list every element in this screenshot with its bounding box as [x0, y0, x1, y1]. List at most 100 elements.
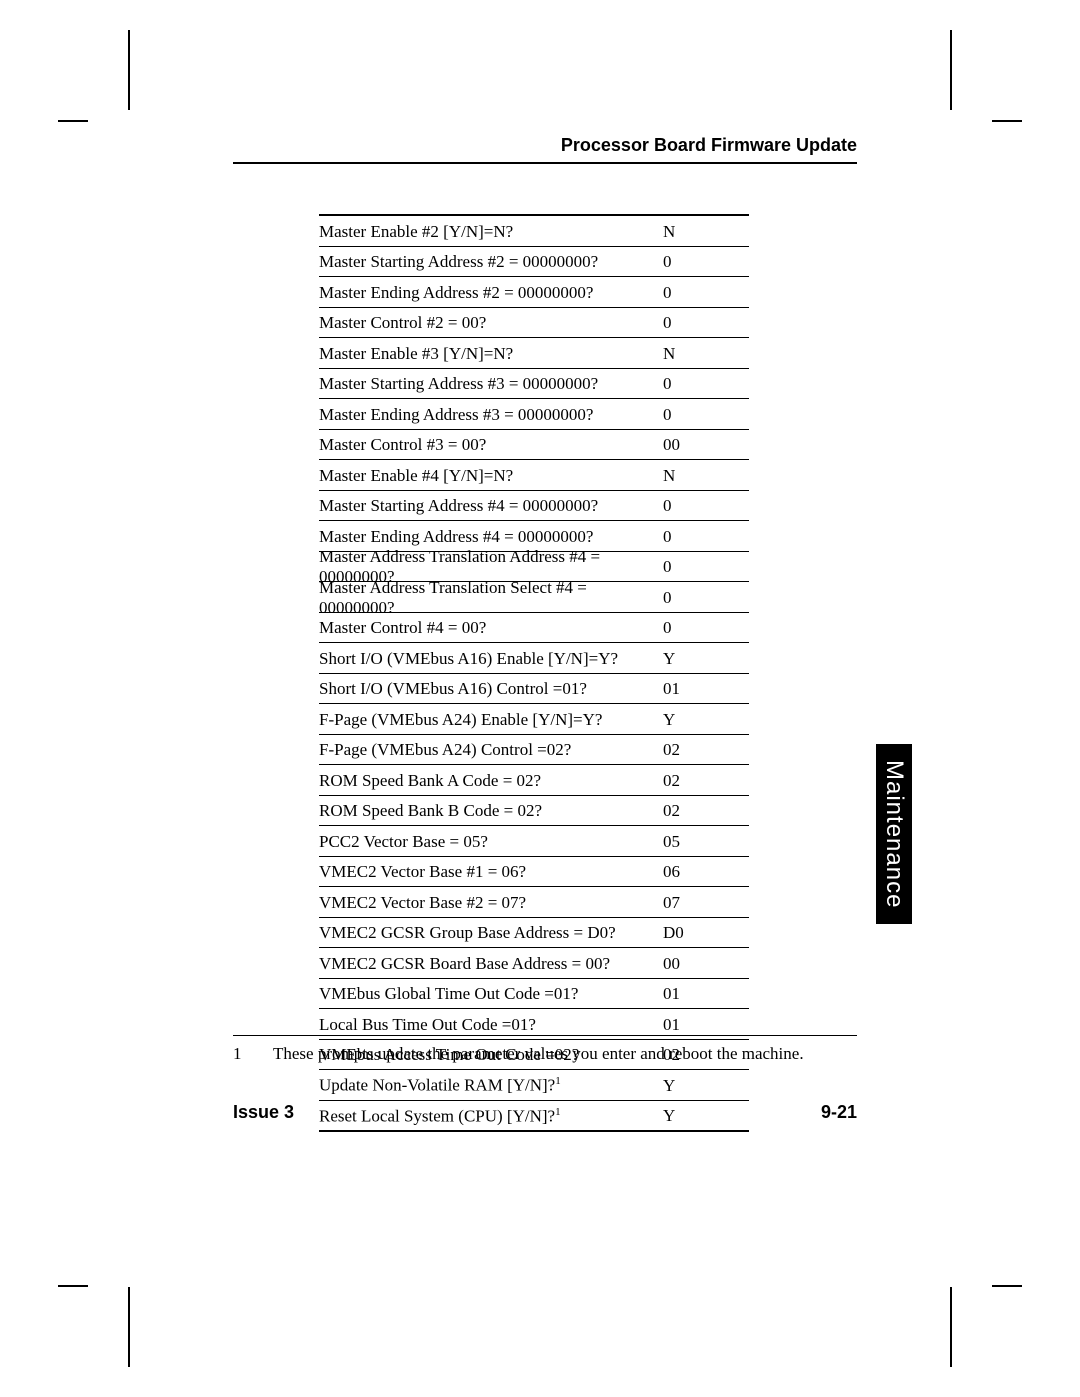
table-row: Master Enable #2 [Y/N]=N?N: [319, 216, 749, 247]
crop-mark: [992, 1285, 1022, 1287]
prompt-cell: Master Ending Address #3 = 00000000?: [319, 403, 659, 425]
table-row: VMEC2 Vector Base #2 = 07?07: [319, 887, 749, 918]
table-row: ROM Speed Bank A Code = 02?02: [319, 765, 749, 796]
table-row: F-Page (VMEbus A24) Enable [Y/N]=Y?Y: [319, 704, 749, 735]
prompt-cell: PCC2 Vector Base = 05?: [319, 830, 659, 852]
value-cell: 07: [659, 891, 749, 913]
footnote-rule: [233, 1035, 857, 1036]
value-cell: 0: [659, 616, 749, 638]
value-cell: 0: [659, 372, 749, 394]
table-row: ROM Speed Bank B Code = 02?02: [319, 796, 749, 827]
table-row: Master Starting Address #4 = 00000000?0: [319, 491, 749, 522]
table-row: Master Enable #3 [Y/N]=N?N: [319, 338, 749, 369]
prompt-cell: ROM Speed Bank B Code = 02?: [319, 799, 659, 821]
prompt-cell: Master Starting Address #2 = 00000000?: [319, 250, 659, 272]
prompt-cell: Master Starting Address #4 = 00000000?: [319, 494, 659, 516]
footnote-text: These prompts update the parameter value…: [273, 1044, 804, 1064]
value-cell: Y: [659, 647, 749, 669]
page-number: 9-21: [821, 1102, 857, 1123]
prompt-cell: Short I/O (VMEbus A16) Control =01?: [319, 677, 659, 699]
table-row: PCC2 Vector Base = 05?05: [319, 826, 749, 857]
value-cell: Y: [659, 1074, 749, 1096]
value-cell: Y: [659, 708, 749, 730]
table-row: Short I/O (VMEbus A16) Control =01?01: [319, 674, 749, 705]
value-cell: 02: [659, 799, 749, 821]
table-row: Short I/O (VMEbus A16) Enable [Y/N]=Y?Y: [319, 643, 749, 674]
value-cell: 0: [659, 525, 749, 547]
prompt-cell: Master Ending Address #4 = 00000000?: [319, 525, 659, 547]
value-cell: 0: [659, 494, 749, 516]
value-cell: 02: [659, 738, 749, 760]
side-tab: Maintenance: [876, 744, 912, 924]
issue-label: Issue 3: [233, 1102, 294, 1123]
crop-mark: [128, 30, 130, 110]
crop-mark: [950, 30, 952, 110]
crop-mark: [950, 1287, 952, 1367]
prompt-cell: Master Address Translation Select #4 = 0…: [319, 576, 659, 618]
footnote: 1 These prompts update the parameter val…: [233, 1044, 857, 1064]
prompt-cell: VMEC2 GCSR Board Base Address = 00?: [319, 952, 659, 974]
table-row: VMEbus Global Time Out Code =01?01: [319, 979, 749, 1010]
value-cell: 0: [659, 250, 749, 272]
footnote-ref: 1: [555, 1075, 561, 1087]
value-cell: 0: [659, 586, 749, 608]
crop-mark: [128, 1287, 130, 1367]
prompt-cell: ROM Speed Bank A Code = 02?: [319, 769, 659, 791]
prompt-cell: Master Enable #3 [Y/N]=N?: [319, 342, 659, 364]
table-row: Master Starting Address #3 = 00000000?0: [319, 369, 749, 400]
prompt-cell: Master Control #2 = 00?: [319, 311, 659, 333]
prompt-cell: Master Control #4 = 00?: [319, 616, 659, 638]
prompt-cell: VMEC2 Vector Base #2 = 07?: [319, 891, 659, 913]
value-cell: N: [659, 464, 749, 486]
side-tab-label: Maintenance: [880, 760, 908, 908]
value-cell: 0: [659, 555, 749, 577]
footer: Issue 3 9-21: [233, 1102, 857, 1123]
value-cell: D0: [659, 921, 749, 943]
prompt-cell: Master Starting Address #3 = 00000000?: [319, 372, 659, 394]
value-cell: 06: [659, 860, 749, 882]
table-row: VMEC2 GCSR Board Base Address = 00?00: [319, 948, 749, 979]
table-row: Master Ending Address #2 = 00000000?0: [319, 277, 749, 308]
crop-mark: [992, 120, 1022, 122]
prompt-cell: Master Control #3 = 00?: [319, 433, 659, 455]
value-cell: 0: [659, 311, 749, 333]
parameter-table: Master Enable #2 [Y/N]=N?NMaster Startin…: [319, 214, 749, 1132]
table-row: VMEC2 Vector Base #1 = 06?06: [319, 857, 749, 888]
table-row: Master Control #3 = 00?00: [319, 430, 749, 461]
crop-mark: [58, 1285, 88, 1287]
prompt-cell: Local Bus Time Out Code =01?: [319, 1013, 659, 1035]
value-cell: 0: [659, 403, 749, 425]
header: Processor Board Firmware Update: [233, 135, 857, 164]
prompt-cell: VMEC2 GCSR Group Base Address = D0?: [319, 921, 659, 943]
footnote-number: 1: [233, 1044, 273, 1064]
table-row: Master Control #4 = 00?0: [319, 613, 749, 644]
table-row: Master Address Translation Select #4 = 0…: [319, 582, 749, 613]
prompt-cell: Master Enable #4 [Y/N]=N?: [319, 464, 659, 486]
table-row: Update Non-Volatile RAM [Y/N]?1Y: [319, 1070, 749, 1101]
content-area: Processor Board Firmware Update Master E…: [233, 135, 857, 1087]
value-cell: 02: [659, 769, 749, 791]
value-cell: 01: [659, 1013, 749, 1035]
value-cell: 00: [659, 433, 749, 455]
value-cell: N: [659, 220, 749, 242]
prompt-cell: Short I/O (VMEbus A16) Enable [Y/N]=Y?: [319, 647, 659, 669]
page-title: Processor Board Firmware Update: [561, 135, 857, 156]
table-row: Master Enable #4 [Y/N]=N?N: [319, 460, 749, 491]
footnote-area: 1 These prompts update the parameter val…: [233, 1035, 857, 1064]
value-cell: 01: [659, 982, 749, 1004]
table-row: Master Control #2 = 00?0: [319, 308, 749, 339]
value-cell: 0: [659, 281, 749, 303]
value-cell: 01: [659, 677, 749, 699]
table-row: F-Page (VMEbus A24) Control =02?02: [319, 735, 749, 766]
prompt-cell: F-Page (VMEbus A24) Enable [Y/N]=Y?: [319, 708, 659, 730]
prompt-cell: F-Page (VMEbus A24) Control =02?: [319, 738, 659, 760]
value-cell: 00: [659, 952, 749, 974]
prompt-cell: Update Non-Volatile RAM [Y/N]?1: [319, 1073, 659, 1096]
table-row: Master Ending Address #3 = 00000000?0: [319, 399, 749, 430]
table-row: VMEC2 GCSR Group Base Address = D0?D0: [319, 918, 749, 949]
prompt-cell: VMEC2 Vector Base #1 = 06?: [319, 860, 659, 882]
page-frame: Processor Board Firmware Update Master E…: [128, 30, 952, 1367]
prompt-cell: VMEbus Global Time Out Code =01?: [319, 982, 659, 1004]
value-cell: N: [659, 342, 749, 364]
prompt-cell: Master Enable #2 [Y/N]=N?: [319, 220, 659, 242]
